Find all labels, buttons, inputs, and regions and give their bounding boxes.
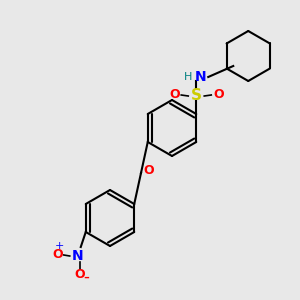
Text: S: S (191, 88, 202, 104)
Text: -: - (83, 268, 89, 286)
Text: H: H (184, 72, 192, 82)
Text: N: N (72, 249, 84, 263)
Text: +: + (55, 241, 64, 251)
Text: O: O (144, 164, 154, 178)
Text: O: O (74, 268, 85, 281)
Text: O: O (169, 88, 180, 100)
Text: O: O (52, 248, 63, 260)
Text: N: N (194, 70, 206, 84)
Text: O: O (213, 88, 224, 100)
